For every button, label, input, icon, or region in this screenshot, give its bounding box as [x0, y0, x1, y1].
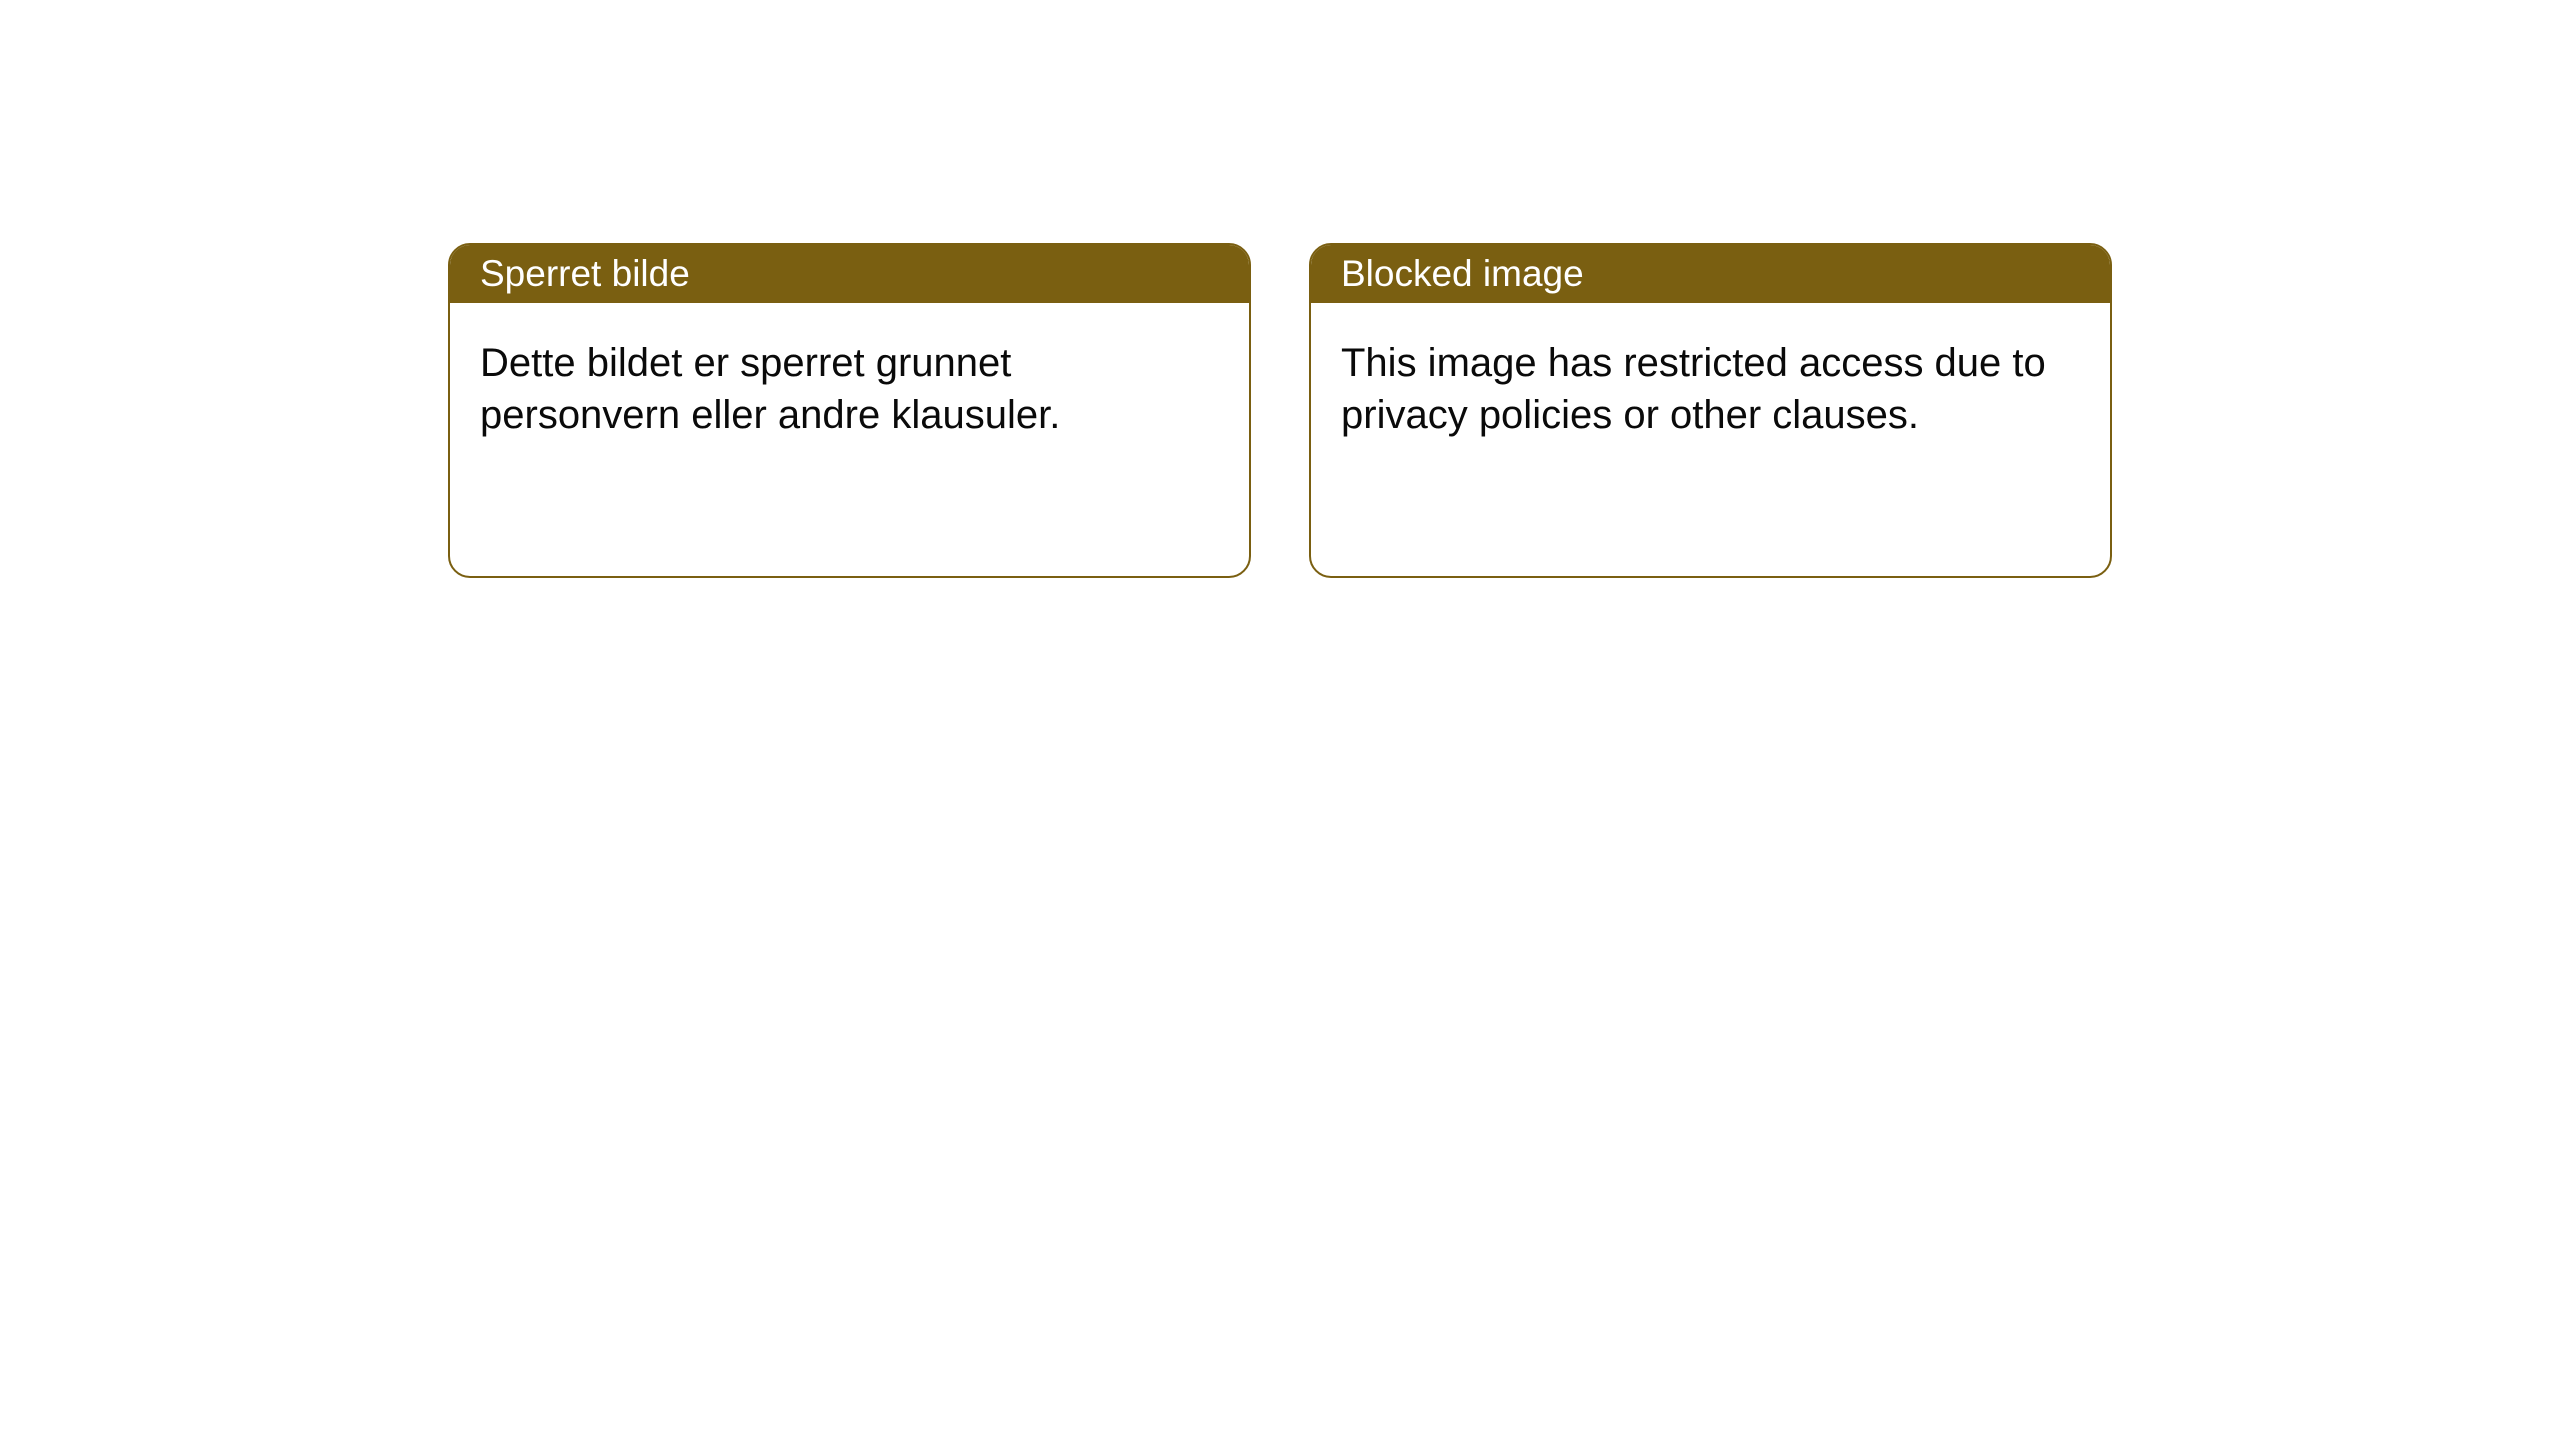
notice-card-body: Dette bildet er sperret grunnet personve…	[450, 303, 1249, 475]
notice-card-body: This image has restricted access due to …	[1311, 303, 2110, 475]
notice-card-header: Sperret bilde	[450, 245, 1249, 303]
notice-card-header: Blocked image	[1311, 245, 2110, 303]
notice-cards-row: Sperret bilde Dette bildet er sperret gr…	[0, 0, 2560, 578]
notice-card-english: Blocked image This image has restricted …	[1309, 243, 2112, 578]
notice-card-norwegian: Sperret bilde Dette bildet er sperret gr…	[448, 243, 1251, 578]
